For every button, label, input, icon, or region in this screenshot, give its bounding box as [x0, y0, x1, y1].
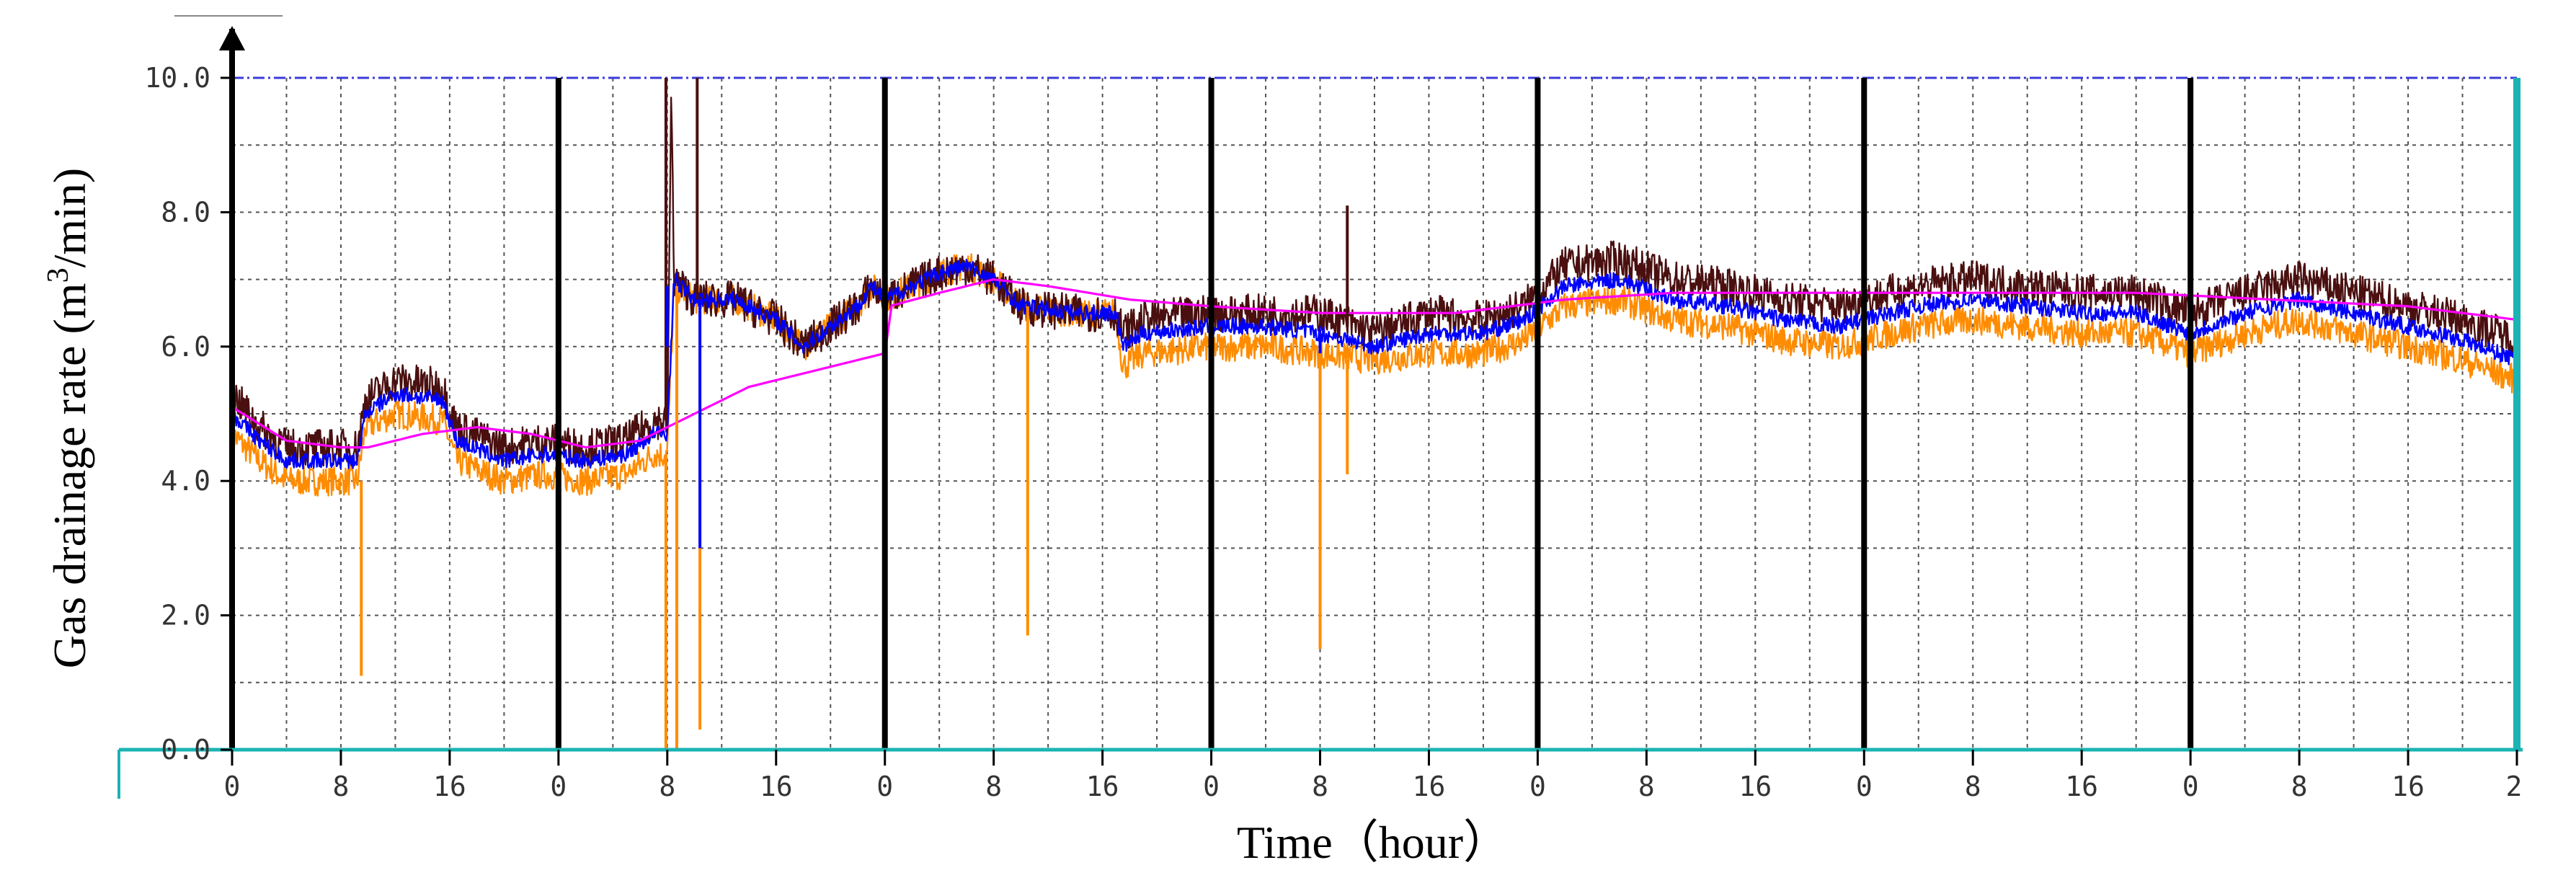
series-line-2 — [231, 253, 2518, 497]
x-tick-label: 8 — [1312, 771, 1328, 802]
x-tick-label: 0 — [1203, 771, 1220, 802]
x-tick-label: 8 — [985, 771, 1002, 802]
y-tick-label: 0.0 — [161, 734, 210, 766]
x-tick-label: 16 — [1413, 771, 1446, 802]
series-line-0 — [231, 97, 2518, 467]
y-tick-label: 8.0 — [161, 196, 210, 228]
data-series — [231, 78, 2518, 750]
y-tick-label: 6.0 — [161, 331, 210, 363]
y-axis-title-superscript: 3 — [42, 267, 75, 283]
y-axis-title-main: Gas drainage rate (m — [44, 283, 95, 668]
x-tick-label: 8 — [2291, 771, 2308, 802]
y-axis-title: Gas drainage rate (m3/min) — [42, 168, 95, 669]
x-tick-label: 16 — [2391, 771, 2425, 802]
series-line-1 — [231, 259, 2518, 470]
y-tick-label: 2.0 — [161, 600, 210, 631]
x-axis-title: Time（hour） — [1237, 817, 1509, 868]
grid — [232, 76, 2517, 750]
x-tick-label: 16 — [1086, 771, 1119, 802]
axes — [117, 15, 2523, 799]
tick-labels: 0.0 2.0 4.0 6.0 8.0 10.0 0 8 16 0 8 16 0 8 16 0 8 16 0 8 16 0… — [144, 62, 2522, 802]
x-tick-label: 16 — [1738, 771, 1772, 802]
y-axis-title-tail: /min) — [44, 168, 95, 268]
x-tick-label: 8 — [1638, 771, 1655, 802]
x-tick-label: 0 — [1856, 771, 1873, 802]
x-tick-label: 8 — [659, 771, 675, 802]
x-tick-label: 0 — [876, 771, 893, 802]
x-tick-label: 16 — [2065, 771, 2098, 802]
y-tick-label: 10.0 — [144, 62, 210, 94]
x-tick-label: 0 — [1529, 771, 1546, 802]
x-tick-label: 0 — [550, 771, 567, 802]
series-line-3 — [231, 278, 2518, 449]
x-tick-label: 0 — [2182, 771, 2199, 802]
x-tick-label: 8 — [333, 771, 350, 802]
x-tick-label: 2 — [2506, 771, 2523, 802]
x-tick-label: 16 — [760, 771, 793, 802]
x-tick-label: 16 — [433, 771, 466, 802]
y-tick-label: 4.0 — [161, 465, 210, 497]
y-axis-arrow — [219, 26, 245, 50]
x-tick-label: 0 — [224, 771, 241, 802]
x-tick-label: 8 — [1965, 771, 1981, 802]
